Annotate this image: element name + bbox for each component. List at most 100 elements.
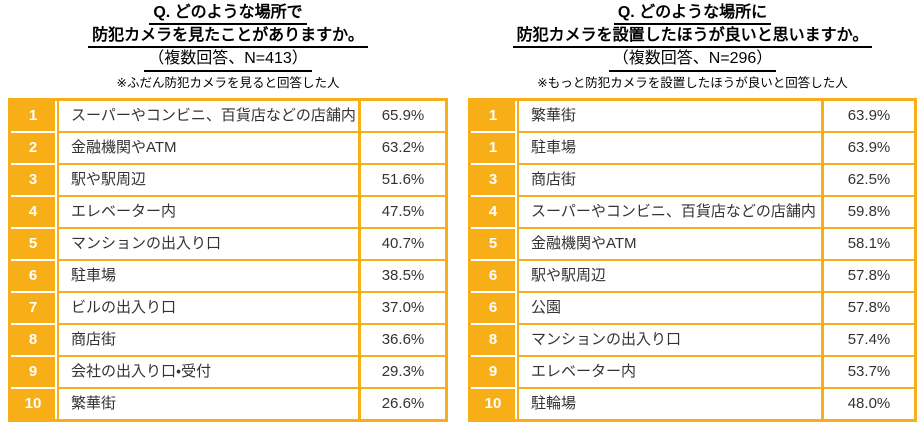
table-row: 6 駐車場 38.5% (11, 259, 445, 291)
sample-size-subtitle: （複数回答、N=413） (8, 48, 448, 72)
rank-badge: 3 (471, 163, 515, 195)
respondent-note: ※ふだん防犯カメラを見ると回答した人 (116, 76, 340, 90)
rank-badge: 8 (471, 323, 515, 355)
question-title-line1: Q. どのような場所で (8, 2, 448, 25)
table-row: 10 駐輪場 48.0% (471, 387, 914, 419)
divider (358, 195, 361, 227)
divider (821, 259, 824, 291)
rank-badge: 8 (11, 323, 55, 355)
location-label: 公園 (517, 291, 821, 323)
divider (358, 131, 361, 163)
divider (55, 355, 57, 387)
install-locations-table: 1 繁華街 63.9% 1 駐車場 63.9% 3 商店街 62.5% 4 スー… (468, 98, 917, 422)
percentage-value: 47.5% (361, 195, 445, 227)
divider (55, 227, 57, 259)
percentage-value: 63.9% (824, 101, 914, 131)
divider (358, 163, 361, 195)
rank-badge: 9 (11, 355, 55, 387)
percentage-value: 58.1% (824, 227, 914, 259)
divider (358, 291, 361, 323)
location-label: 繁華街 (57, 387, 358, 419)
location-label: 繁華街 (517, 101, 821, 131)
divider (515, 227, 517, 259)
table-row: 3 商店街 62.5% (471, 163, 914, 195)
table-row: 10 繁華街 26.6% (11, 387, 445, 419)
table-row: 6 公園 57.8% (471, 291, 914, 323)
table-row: 9 会社の出入り口・受付 29.3% (11, 355, 445, 387)
location-label: 商店街 (57, 323, 358, 355)
percentage-value: 40.7% (361, 227, 445, 259)
divider (55, 195, 57, 227)
rank-badge: 1 (11, 101, 55, 131)
rank-badge: 6 (471, 291, 515, 323)
rank-badge: 9 (471, 355, 515, 387)
divider (55, 101, 57, 131)
location-label: 駐輪場 (517, 387, 821, 419)
rank-badge: 3 (11, 163, 55, 195)
divider (821, 323, 824, 355)
percentage-value: 53.7% (824, 355, 914, 387)
table-row: 9 エレベーター内 53.7% (471, 355, 914, 387)
table-row: 5 マンションの出入り口 40.7% (11, 227, 445, 259)
percentage-value: 38.5% (361, 259, 445, 291)
install-locations-panel: Q. どのような場所に 防犯カメラを設置したほうが良いと思いますか。 （複数回答… (468, 0, 917, 422)
location-label: 金融機関やATM (57, 131, 358, 163)
divider (515, 259, 517, 291)
table-row: 5 金融機関やATM 58.1% (471, 227, 914, 259)
divider (515, 291, 517, 323)
percentage-value: 59.8% (824, 195, 914, 227)
rank-badge: 10 (11, 387, 55, 419)
divider (821, 163, 824, 195)
percentage-value: 65.9% (361, 101, 445, 131)
divider (821, 227, 824, 259)
divider (515, 195, 517, 227)
percentage-value: 29.3% (361, 355, 445, 387)
divider (55, 291, 57, 323)
divider (358, 259, 361, 291)
percentage-value: 37.0% (361, 291, 445, 323)
divider (821, 291, 824, 323)
divider (515, 355, 517, 387)
location-label: エレベーター内 (57, 195, 358, 227)
percentage-value: 57.4% (824, 323, 914, 355)
sample-size-subtitle: （複数回答、N=296） (468, 48, 917, 72)
table-row: 1 駐車場 63.9% (471, 131, 914, 163)
divider (515, 387, 517, 419)
percentage-value: 26.6% (361, 387, 445, 419)
divider (515, 131, 517, 163)
location-label: 駐車場 (57, 259, 358, 291)
table-row: 8 マンションの出入り口 57.4% (471, 323, 914, 355)
question-title-line1: Q. どのような場所に (468, 2, 917, 25)
percentage-value: 36.6% (361, 323, 445, 355)
divider (821, 355, 824, 387)
rank-badge: 4 (11, 195, 55, 227)
divider (821, 387, 824, 419)
rank-badge: 7 (11, 291, 55, 323)
divider (358, 387, 361, 419)
question-title-line2: 防犯カメラを見たことがありますか。 (8, 25, 448, 48)
rank-badge: 6 (11, 259, 55, 291)
location-label: マンションの出入り口 (57, 227, 358, 259)
divider (55, 387, 57, 419)
divider (358, 355, 361, 387)
seen-locations-panel: Q. どのような場所で 防犯カメラを見たことがありますか。 （複数回答、N=41… (8, 0, 448, 422)
location-label: 金融機関やATM (517, 227, 821, 259)
percentage-value: 62.5% (824, 163, 914, 195)
divider (358, 227, 361, 259)
table-row: 6 駅や駅周辺 57.8% (471, 259, 914, 291)
divider (515, 323, 517, 355)
percentage-value: 51.6% (361, 163, 445, 195)
divider (515, 163, 517, 195)
location-label: スーパーやコンビニ、百貨店などの店舗内 (517, 195, 821, 227)
table-row: 8 商店街 36.6% (11, 323, 445, 355)
divider (55, 131, 57, 163)
percentage-value: 57.8% (824, 291, 914, 323)
location-label: 会社の出入り口・受付 (57, 355, 358, 387)
location-label: ビルの出入り口 (57, 291, 358, 323)
location-label: 駅や駅周辺 (57, 163, 358, 195)
location-label: エレベーター内 (517, 355, 821, 387)
location-label: 駅や駅周辺 (517, 259, 821, 291)
divider (55, 163, 57, 195)
rank-badge: 6 (471, 259, 515, 291)
table-row: 1 繁華街 63.9% (471, 101, 914, 131)
